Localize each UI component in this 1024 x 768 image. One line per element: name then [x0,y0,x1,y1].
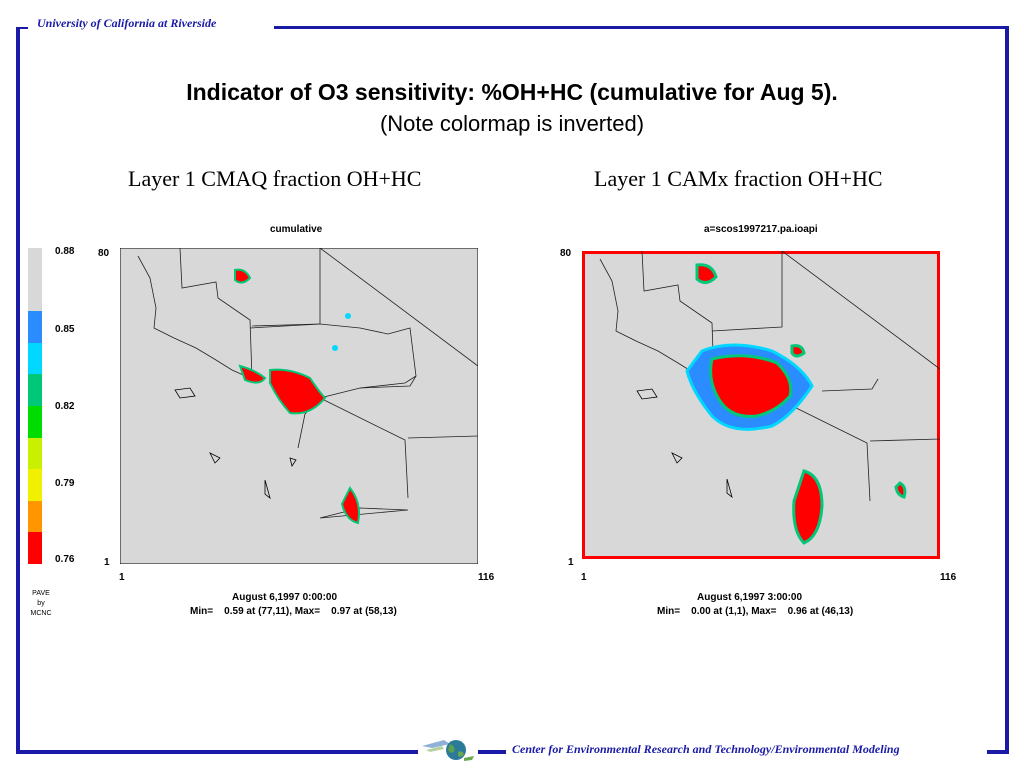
left-x-right-label: 116 [478,572,495,583]
slide-title: Indicator of O3 sensitivity: %OH+HC (cum… [186,79,838,105]
right-date-label: August 6,1997 3:00:00 [697,592,803,603]
frame-right-line [1005,26,1009,753]
frame-bottom-mid-line [478,750,506,754]
left-panel-subtitle: cumulative [270,224,323,235]
credit-line: by [37,600,45,607]
colorbar-swatch [28,500,42,533]
colorbar-tick-label: 0.79 [55,478,75,489]
colorbar-swatch [28,532,42,564]
frame-left-line [16,27,20,753]
colorbar-swatch [28,405,42,438]
globe-logo-icon [422,740,474,761]
left-minmax-label: Min= 0.59 at (77,11), Max= 0.97 at (58,1… [190,606,397,617]
colorbar-swatch [28,374,42,406]
right-x-right-label: 116 [940,572,957,583]
institution-label: University of California at Riverside [37,16,217,30]
right-concentration-map [582,251,940,559]
left-x-left-label: 1 [119,572,125,583]
colorbar [28,248,42,564]
colorbar-swatch [28,342,42,375]
frame-bottom-left-line [16,750,418,754]
left-panel-title: Layer 1 CMAQ fraction OH+HC [128,166,422,191]
colorbar-swatch [28,311,42,343]
colorbar-swatch [28,469,42,501]
frame-top-left-line [18,27,28,29]
left-y-bottom-label: 1 [104,557,110,568]
right-x-left-label: 1 [581,572,587,583]
left-concentration-map [120,248,478,564]
right-y-bottom-label: 1 [568,557,574,568]
colorbar-tick-label: 0.85 [55,324,75,335]
colorbar-swatch [28,279,42,312]
left-date-label: August 6,1997 0:00:00 [232,592,338,603]
right-panel-subtitle: a=scos1997217.pa.ioapi [704,224,818,235]
right-minmax-label: Min= 0.00 at (1,1), Max= 0.96 at (46,13) [657,606,854,617]
frame-top-line [274,26,1009,29]
credit-line: PAVE [32,590,50,597]
credit-line: MCNC [30,610,52,617]
left-y-top-label: 80 [98,248,110,259]
colorbar-swatch [28,248,42,280]
right-panel-title: Layer 1 CAMx fraction OH+HC [594,166,883,191]
slide-subtitle: (Note colormap is inverted) [379,111,645,136]
colorbar-tick-label: 0.82 [55,401,75,412]
colorbar-tick-label: 0.76 [55,554,75,565]
right-y-top-label: 80 [560,248,572,259]
colorbar-tick-label: 0.88 [55,246,75,257]
colorbar-swatch [28,437,42,470]
footer-label: Center for Environmental Research and Te… [512,742,900,756]
frame-bottom-right-line [987,750,1009,754]
